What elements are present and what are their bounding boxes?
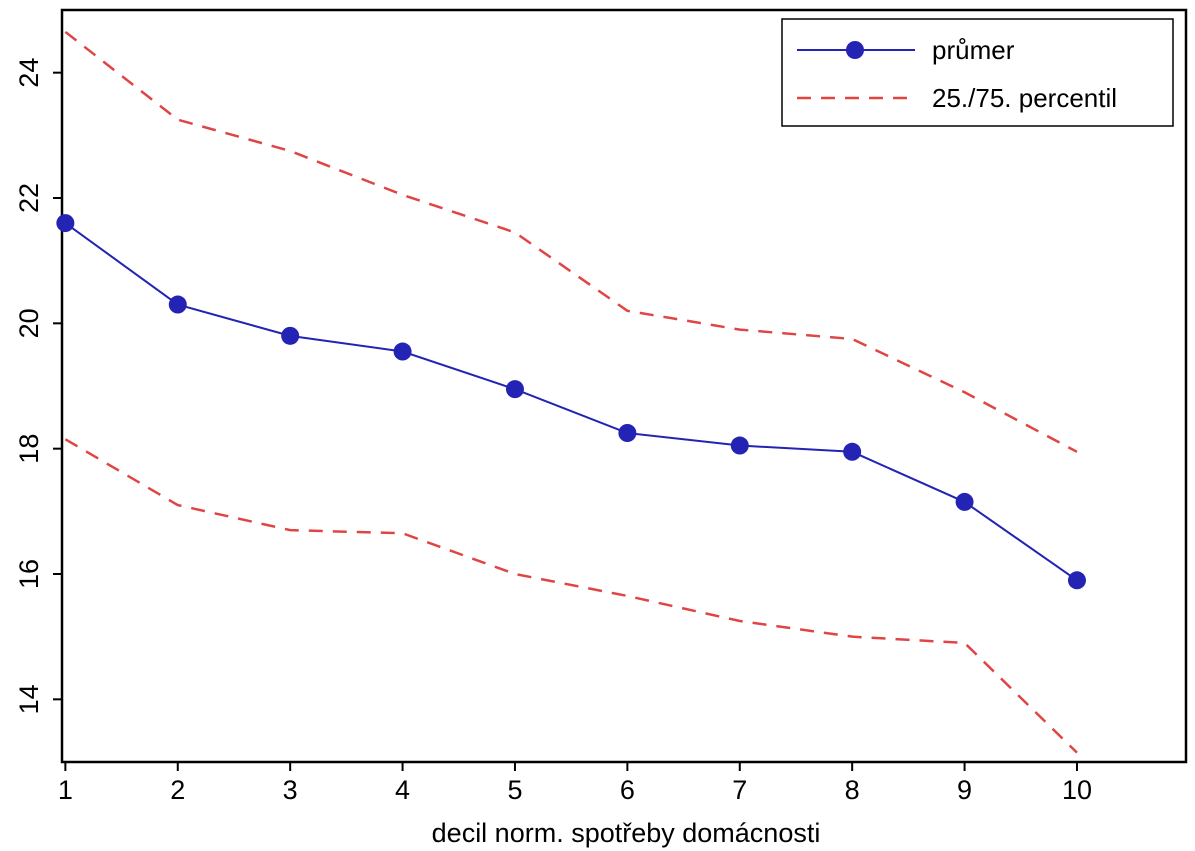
series-line-p25 [64, 438, 1078, 754]
mean-point [843, 442, 862, 461]
mean-point [1067, 571, 1086, 590]
x-tick-label: 5 [507, 775, 522, 805]
series-line-mean [64, 222, 1078, 582]
mean-point [955, 492, 974, 511]
legend-marker-mean [846, 41, 864, 59]
plot-frame [60, 8, 1188, 764]
series-line-p75 [64, 30, 1078, 453]
mean-point [56, 214, 75, 233]
x-axis-title: decil norm. spotřeby domácnosti [432, 818, 821, 848]
mean-point [730, 436, 749, 455]
legend-label-mean: průmer [932, 35, 1015, 65]
x-tick-label: 7 [732, 775, 747, 805]
y-tick-label: 14 [14, 684, 44, 714]
y-tick-label: 24 [14, 58, 44, 88]
x-tick-label: 9 [957, 775, 972, 805]
legend-label-percentile: 25./75. percentil [932, 83, 1117, 113]
y-axis: 14 16 18 20 22 24 [14, 58, 62, 714]
mean-point [281, 326, 300, 345]
x-axis: 1 2 3 4 5 6 7 8 9 10 [58, 762, 1092, 805]
x-tick-label: 6 [620, 775, 635, 805]
series-layer [56, 30, 1086, 754]
y-tick-label: 18 [14, 434, 44, 464]
y-tick-label: 22 [14, 183, 44, 213]
legend: průmer 25./75. percentil [781, 18, 1174, 127]
y-tick-label: 16 [14, 559, 44, 589]
x-tick-label: 4 [395, 775, 410, 805]
x-tick-label: 8 [845, 775, 860, 805]
legend-box [781, 18, 1174, 127]
mean-point [393, 342, 412, 361]
x-tick-label: 3 [283, 775, 298, 805]
x-tick-label: 2 [170, 775, 185, 805]
mean-point [618, 424, 637, 442]
mean-point [505, 380, 524, 399]
y-tick-label: 20 [14, 308, 44, 338]
x-tick-label: 1 [58, 775, 73, 805]
mean-point [168, 295, 187, 314]
x-tick-label: 10 [1062, 775, 1092, 805]
